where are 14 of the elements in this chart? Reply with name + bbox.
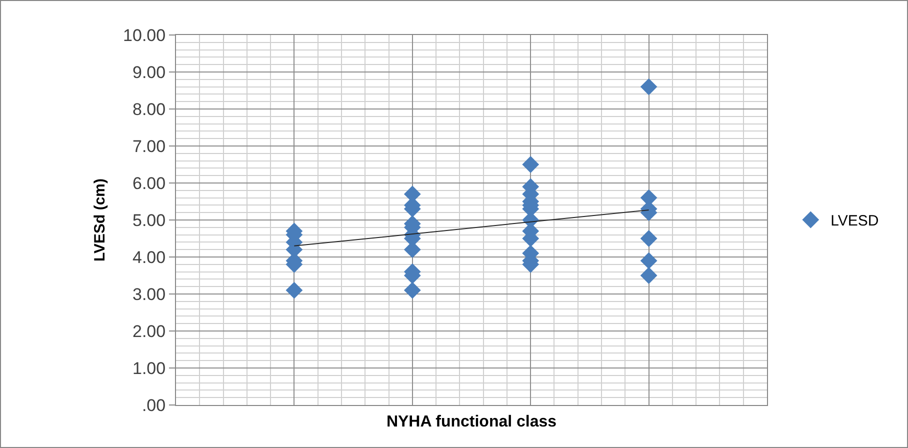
y-tick-label: 6.00 [132,174,166,193]
y-tick-label: 5.00 [132,210,166,230]
y-tick-label: 2.00 [132,322,166,341]
y-tick-label: 9.00 [132,62,166,82]
y-tick-label: 3.00 [132,284,166,304]
x-axis-title: NYHA functional class [386,414,557,431]
y-tick-label: 4.00 [132,248,166,267]
y-tick-label: 1.00 [132,358,166,378]
y-tick-label: .00 [142,396,166,415]
legend-label: LVESD [830,212,879,230]
y-tick-label: 7.00 [132,136,166,156]
y-tick-label: 8.00 [132,100,166,119]
y-axis-title: LVESd (cm) [91,178,108,262]
y-tick-label: 10.00 [123,26,166,45]
